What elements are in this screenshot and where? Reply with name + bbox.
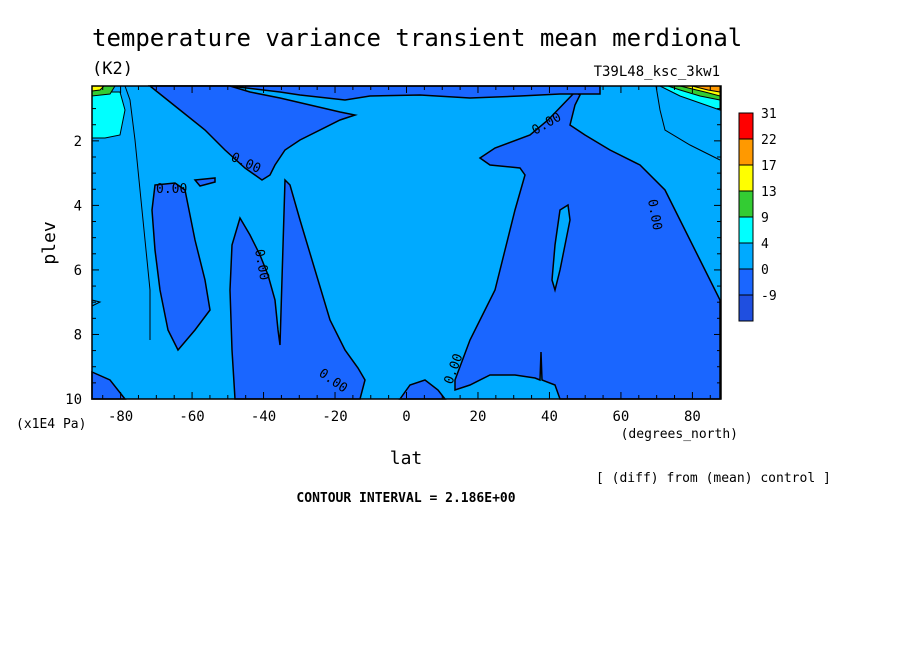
legend-label: 22 — [761, 133, 777, 148]
diff-annotation: [ (diff) from (mean) control ] — [596, 471, 831, 486]
tick-marks — [92, 86, 721, 400]
plot-area: 0.00 0.00 0.00 0.00 0.00 0.00 0.00 — [91, 85, 722, 400]
y-axis-label: plev — [39, 221, 60, 264]
chart-title: temperature variance transient mean merd… — [92, 24, 742, 52]
x-tick-label: -40 — [251, 409, 276, 425]
contour-label: 0.00 — [644, 198, 664, 231]
x-tick-label: 60 — [613, 409, 630, 425]
legend-label: 4 — [761, 237, 769, 252]
region-small-band — [193, 177, 216, 187]
x-tick-label: -20 — [322, 409, 347, 425]
y-tick-labels: 2 4 6 8 10 — [65, 134, 82, 408]
legend-swatch — [738, 216, 754, 244]
contour-line-south — [124, 85, 151, 340]
y-tick-label: 4 — [74, 198, 82, 214]
region-top-negative — [150, 85, 601, 101]
legend-label: 9 — [761, 211, 769, 226]
x-tick-label: 80 — [684, 409, 701, 425]
x-axis-label: lat — [390, 448, 423, 469]
legend-label: 17 — [761, 159, 777, 174]
legend-swatch — [738, 112, 754, 140]
x-tick-label: 40 — [541, 409, 558, 425]
color-legend: 31 22 17 13 9 4 0 -9 — [738, 107, 777, 322]
experiment-label: T39L48_ksc_3kw1 — [594, 64, 720, 80]
region-north-inner — [551, 203, 571, 293]
x-tick-label: -80 — [108, 409, 133, 425]
x-tick-label: 0 — [402, 409, 410, 425]
legend-label: 0 — [761, 263, 769, 278]
x-axis-units: (degrees_north) — [621, 427, 738, 442]
region-mid-left-negative — [229, 178, 366, 400]
chart-units: (K2) — [92, 59, 133, 79]
legend-swatch — [738, 242, 754, 270]
region-upper-left-negative — [147, 85, 358, 181]
contour-interval: CONTOUR INTERVAL = 2.186E+00 — [296, 491, 515, 506]
y-axis-units: (x1E4 Pa) — [16, 417, 86, 432]
legend-swatch — [738, 138, 754, 166]
y-tick-label: 6 — [74, 263, 82, 279]
region-north-negative — [454, 91, 721, 400]
contour-label: 0.00 — [156, 182, 187, 197]
x-tick-labels: -80 -60 -40 -20 0 20 40 60 80 — [108, 409, 701, 425]
x-tick-label: 20 — [470, 409, 487, 425]
legend-label: 13 — [761, 185, 777, 200]
legend-swatch — [738, 294, 754, 322]
legend-label: 31 — [761, 107, 777, 122]
legend-swatch — [738, 164, 754, 192]
x-tick-label: -60 — [179, 409, 204, 425]
contour-line-south-edge — [91, 299, 102, 307]
y-tick-label: 8 — [74, 327, 82, 343]
legend-label: -9 — [761, 289, 777, 304]
y-tick-label: 2 — [74, 134, 82, 150]
region-south-pole-cyan — [91, 91, 126, 139]
region-left-negative — [151, 182, 211, 352]
contour-label: 0.00 — [251, 248, 271, 281]
legend-swatch — [738, 190, 754, 218]
contour-line-north — [655, 85, 721, 161]
y-tick-label: 10 — [65, 392, 82, 408]
legend-swatch — [738, 268, 754, 296]
